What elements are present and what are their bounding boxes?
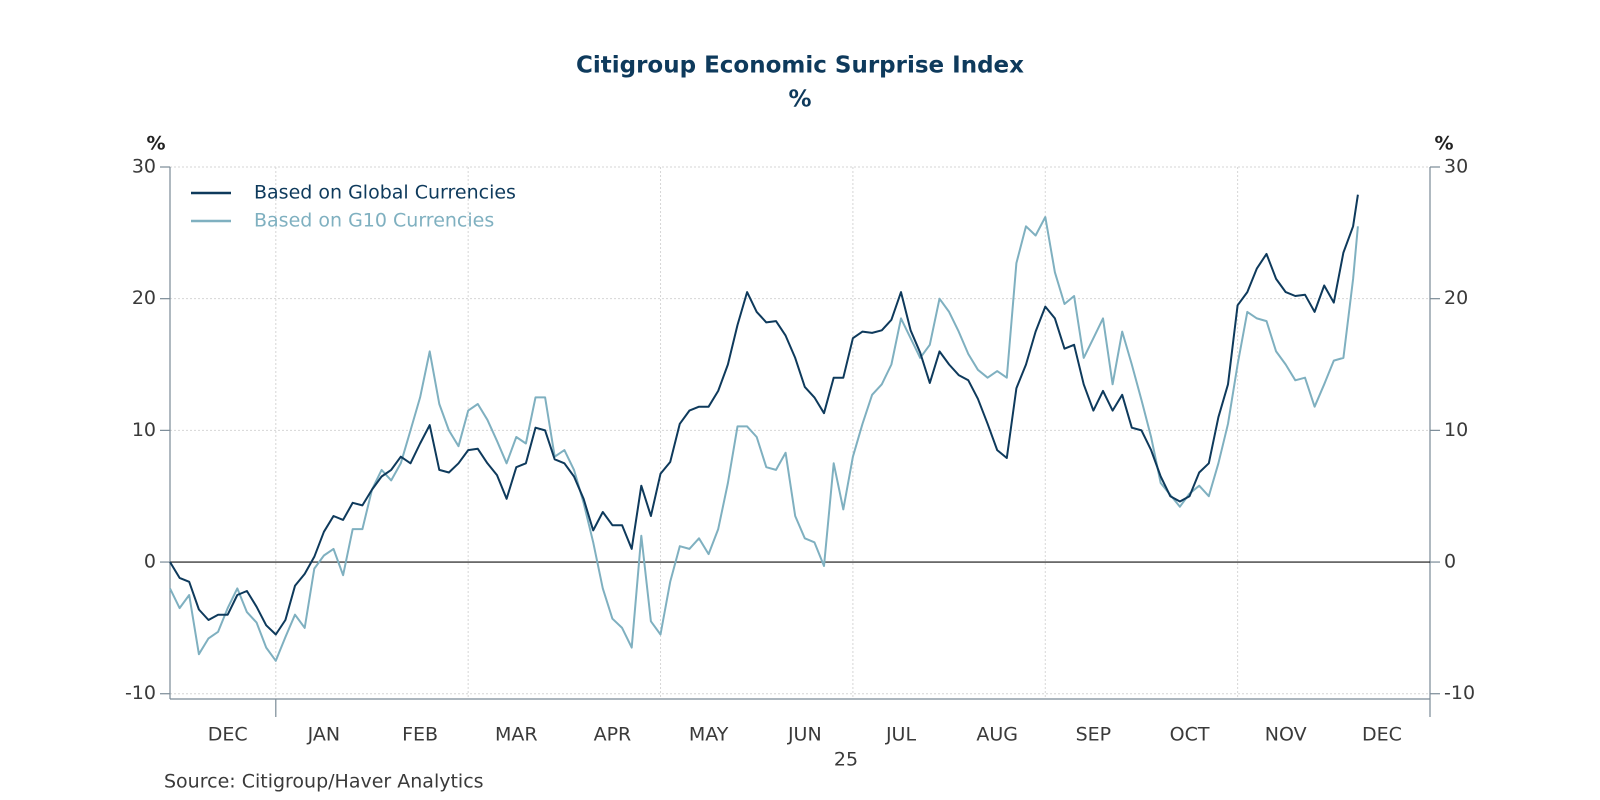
y-tick-label: 0 <box>144 551 156 573</box>
y-tick-label: 30 <box>132 156 156 178</box>
year-label: 25 <box>834 749 858 771</box>
series-line <box>169 194 1359 636</box>
y-tick-label: -10 <box>125 682 156 704</box>
y2-tick-label: 30 <box>1444 156 1468 178</box>
y2-axis-label: % <box>1434 133 1453 155</box>
y2-tick-label: 20 <box>1444 287 1468 309</box>
x-tick-label: AUG <box>976 724 1018 746</box>
x-tick-label: MAR <box>495 724 538 746</box>
y-tick-label: 10 <box>132 419 156 441</box>
y-tick-label: 20 <box>132 287 156 309</box>
x-tick-label: NOV <box>1265 724 1307 746</box>
series-line <box>169 216 1359 662</box>
x-tick-label: OCT <box>1170 724 1210 746</box>
x-tick-label: DEC <box>208 724 248 746</box>
y2-tick-label: 0 <box>1444 551 1456 573</box>
x-tick-label: APR <box>594 724 632 746</box>
x-tick-label: JUN <box>787 724 822 746</box>
x-tick-label: FEB <box>402 724 438 746</box>
source: Source: Citigroup/Haver Analytics <box>164 771 484 793</box>
x-tick-label: SEP <box>1076 724 1112 746</box>
x-tick-label: JUL <box>885 724 917 746</box>
x-tick-label: JAN <box>307 724 340 746</box>
y2-tick-label: -10 <box>1444 682 1475 704</box>
chart-subtitle: % <box>788 87 811 113</box>
y2-tick-label: 10 <box>1444 419 1468 441</box>
y-axis-label: % <box>146 133 165 155</box>
chart-title: Citigroup Economic Surprise Index <box>576 53 1024 79</box>
legend-label: Based on G10 Currencies <box>254 210 494 232</box>
legend-label: Based on Global Currencies <box>254 182 516 204</box>
x-tick-label: MAY <box>689 724 729 746</box>
x-tick-label: DEC <box>1362 724 1402 746</box>
